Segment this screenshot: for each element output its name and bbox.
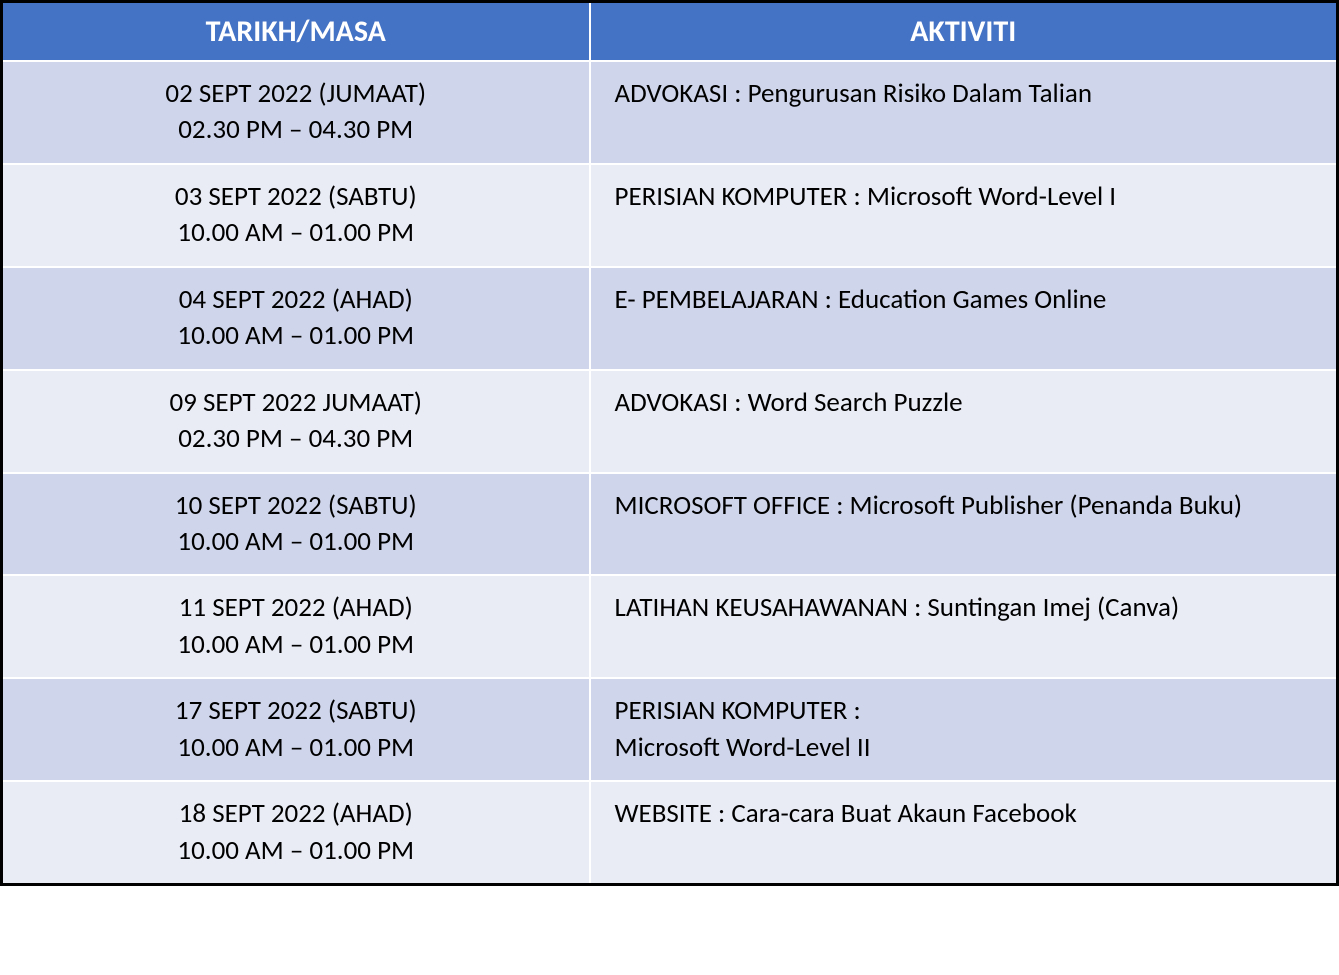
cell-activity: ADVOKASI : Pengurusan Risiko Dalam Talia… bbox=[590, 61, 1336, 164]
time-line: 10.00 AM – 01.00 PM bbox=[27, 833, 565, 869]
header-activity: AKTIVITI bbox=[590, 3, 1336, 61]
date-line: 11 SEPT 2022 (AHAD) bbox=[27, 590, 565, 626]
table-row: 02 SEPT 2022 (JUMAAT) 02.30 PM – 04.30 P… bbox=[3, 61, 1336, 164]
cell-activity: ADVOKASI : Word Search Puzzle bbox=[590, 370, 1336, 473]
date-line: 10 SEPT 2022 (SABTU) bbox=[27, 488, 565, 524]
time-line: 10.00 AM – 01.00 PM bbox=[27, 524, 565, 560]
time-line: 02.30 PM – 04.30 PM bbox=[27, 421, 565, 457]
date-line: 02 SEPT 2022 (JUMAAT) bbox=[27, 76, 565, 112]
cell-activity: MICROSOFT OFFICE : Microsoft Publisher (… bbox=[590, 473, 1336, 576]
cell-date: 09 SEPT 2022 JUMAAT) 02.30 PM – 04.30 PM bbox=[3, 370, 590, 473]
date-line: 18 SEPT 2022 (AHAD) bbox=[27, 796, 565, 832]
table-row: 10 SEPT 2022 (SABTU) 10.00 AM – 01.00 PM… bbox=[3, 473, 1336, 576]
date-line: 04 SEPT 2022 (AHAD) bbox=[27, 282, 565, 318]
header-date: TARIKH/MASA bbox=[3, 3, 590, 61]
time-line: 10.00 AM – 01.00 PM bbox=[27, 730, 565, 766]
date-line: 03 SEPT 2022 (SABTU) bbox=[27, 179, 565, 215]
schedule-table: TARIKH/MASA AKTIVITI 02 SEPT 2022 (JUMAA… bbox=[3, 3, 1336, 883]
cell-activity: PERISIAN KOMPUTER : Microsoft Word-Level… bbox=[590, 164, 1336, 267]
cell-activity: E- PEMBELAJARAN : Education Games Online bbox=[590, 267, 1336, 370]
cell-date: 17 SEPT 2022 (SABTU) 10.00 AM – 01.00 PM bbox=[3, 678, 590, 781]
date-line: 09 SEPT 2022 JUMAAT) bbox=[27, 385, 565, 421]
time-line: 10.00 AM – 01.00 PM bbox=[27, 627, 565, 663]
cell-activity: LATIHAN KEUSAHAWANAN : Suntingan Imej (C… bbox=[590, 575, 1336, 678]
time-line: 10.00 AM – 01.00 PM bbox=[27, 318, 565, 354]
table-row: 11 SEPT 2022 (AHAD) 10.00 AM – 01.00 PM … bbox=[3, 575, 1336, 678]
table-row: 03 SEPT 2022 (SABTU) 10.00 AM – 01.00 PM… bbox=[3, 164, 1336, 267]
table-row: 18 SEPT 2022 (AHAD) 10.00 AM – 01.00 PM … bbox=[3, 781, 1336, 883]
cell-date: 04 SEPT 2022 (AHAD) 10.00 AM – 01.00 PM bbox=[3, 267, 590, 370]
time-line: 10.00 AM – 01.00 PM bbox=[27, 215, 565, 251]
cell-date: 11 SEPT 2022 (AHAD) 10.00 AM – 01.00 PM bbox=[3, 575, 590, 678]
table-header-row: TARIKH/MASA AKTIVITI bbox=[3, 3, 1336, 61]
schedule-table-container: TARIKH/MASA AKTIVITI 02 SEPT 2022 (JUMAA… bbox=[0, 0, 1339, 886]
cell-date: 18 SEPT 2022 (AHAD) 10.00 AM – 01.00 PM bbox=[3, 781, 590, 883]
table-row: 17 SEPT 2022 (SABTU) 10.00 AM – 01.00 PM… bbox=[3, 678, 1336, 781]
cell-date: 03 SEPT 2022 (SABTU) 10.00 AM – 01.00 PM bbox=[3, 164, 590, 267]
date-line: 17 SEPT 2022 (SABTU) bbox=[27, 693, 565, 729]
cell-activity: PERISIAN KOMPUTER :Microsoft Word-Level … bbox=[590, 678, 1336, 781]
cell-activity: WEBSITE : Cara-cara Buat Akaun Facebook bbox=[590, 781, 1336, 883]
table-body: 02 SEPT 2022 (JUMAAT) 02.30 PM – 04.30 P… bbox=[3, 61, 1336, 883]
cell-date: 02 SEPT 2022 (JUMAAT) 02.30 PM – 04.30 P… bbox=[3, 61, 590, 164]
cell-date: 10 SEPT 2022 (SABTU) 10.00 AM – 01.00 PM bbox=[3, 473, 590, 576]
table-row: 09 SEPT 2022 JUMAAT) 02.30 PM – 04.30 PM… bbox=[3, 370, 1336, 473]
time-line: 02.30 PM – 04.30 PM bbox=[27, 112, 565, 148]
table-row: 04 SEPT 2022 (AHAD) 10.00 AM – 01.00 PM … bbox=[3, 267, 1336, 370]
